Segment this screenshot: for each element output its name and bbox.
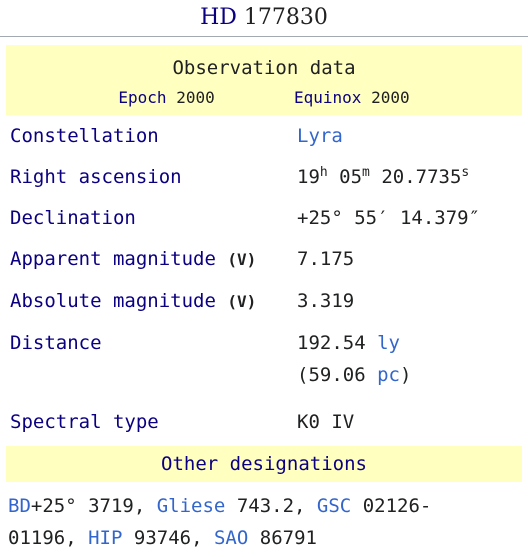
infobox: Observation data Epoch 2000 Equinox 2000… [0,45,528,554]
constellation-link[interactable]: Lyra [297,125,343,147]
gliese-link[interactable]: Gliese [156,495,226,517]
apparent-magnitude-label: Apparent magnitude (V) [10,248,257,270]
epoch-link[interactable]: Epoch [118,88,167,107]
right-ascension-value: 19h 05m 20.7735s [297,165,470,188]
page-title: HD 177830 [0,0,528,37]
catalog-link[interactable]: HD [200,5,237,30]
epoch-row: Epoch 2000 Equinox 2000 [6,81,522,115]
declination-row: Declination +25° 55′ 14.379″ [0,197,528,238]
distance-row: Distance 192.54 ly (59.06 pc) [0,322,528,401]
distance-label[interactable]: Distance [10,332,102,354]
spectral-type-value: K0 IV [297,411,355,433]
apparent-magnitude-row: Apparent magnitude (V) 7.175 [0,238,528,280]
other-designations-heading: Other designations [6,446,522,482]
constellation-label[interactable]: Constellation [10,125,159,147]
spectral-type-label[interactable]: Spectral type [10,411,159,433]
epoch-value: 2000 [176,88,215,107]
declination-label[interactable]: Declination [10,207,136,229]
bd-link[interactable]: BD [8,495,31,517]
absolute-magnitude-value: 3.319 [297,290,355,312]
v-band-link[interactable]: (V) [227,292,257,311]
parsec-link[interactable]: pc [377,364,400,386]
hip-link[interactable]: HIP [88,527,123,549]
constellation-row: Constellation Lyra [0,115,528,156]
gsc-link[interactable]: GSC [316,495,352,517]
absolute-magnitude-label: Absolute magnitude (V) [10,290,257,312]
right-ascension-label[interactable]: Right ascension [10,166,182,188]
catalog-number: 177830 [243,5,328,30]
v-band-link[interactable]: (V) [227,250,257,269]
observation-header: Observation data Epoch 2000 Equinox 2000 [6,45,522,115]
light-year-link[interactable]: ly [377,332,400,354]
designations-list: BD+25° 3719, Gliese 743.2, GSC 02126- 01… [8,495,432,549]
declination-value: +25° 55′ 14.379″ [297,207,481,229]
absolute-magnitude-row: Absolute magnitude (V) 3.319 [0,280,528,322]
spectral-type-row: Spectral type K0 IV [0,401,528,442]
right-ascension-row: Right ascension 19h 05m 20.7735s [0,156,528,197]
observation-heading: Observation data [172,57,356,79]
distance-value: 192.54 ly (59.06 pc) [297,332,412,386]
apparent-magnitude-value: 7.175 [297,248,355,270]
sao-link[interactable]: SAO [213,527,249,549]
equinox-value: 2000 [371,88,410,107]
equinox-link[interactable]: Equinox [294,88,362,107]
